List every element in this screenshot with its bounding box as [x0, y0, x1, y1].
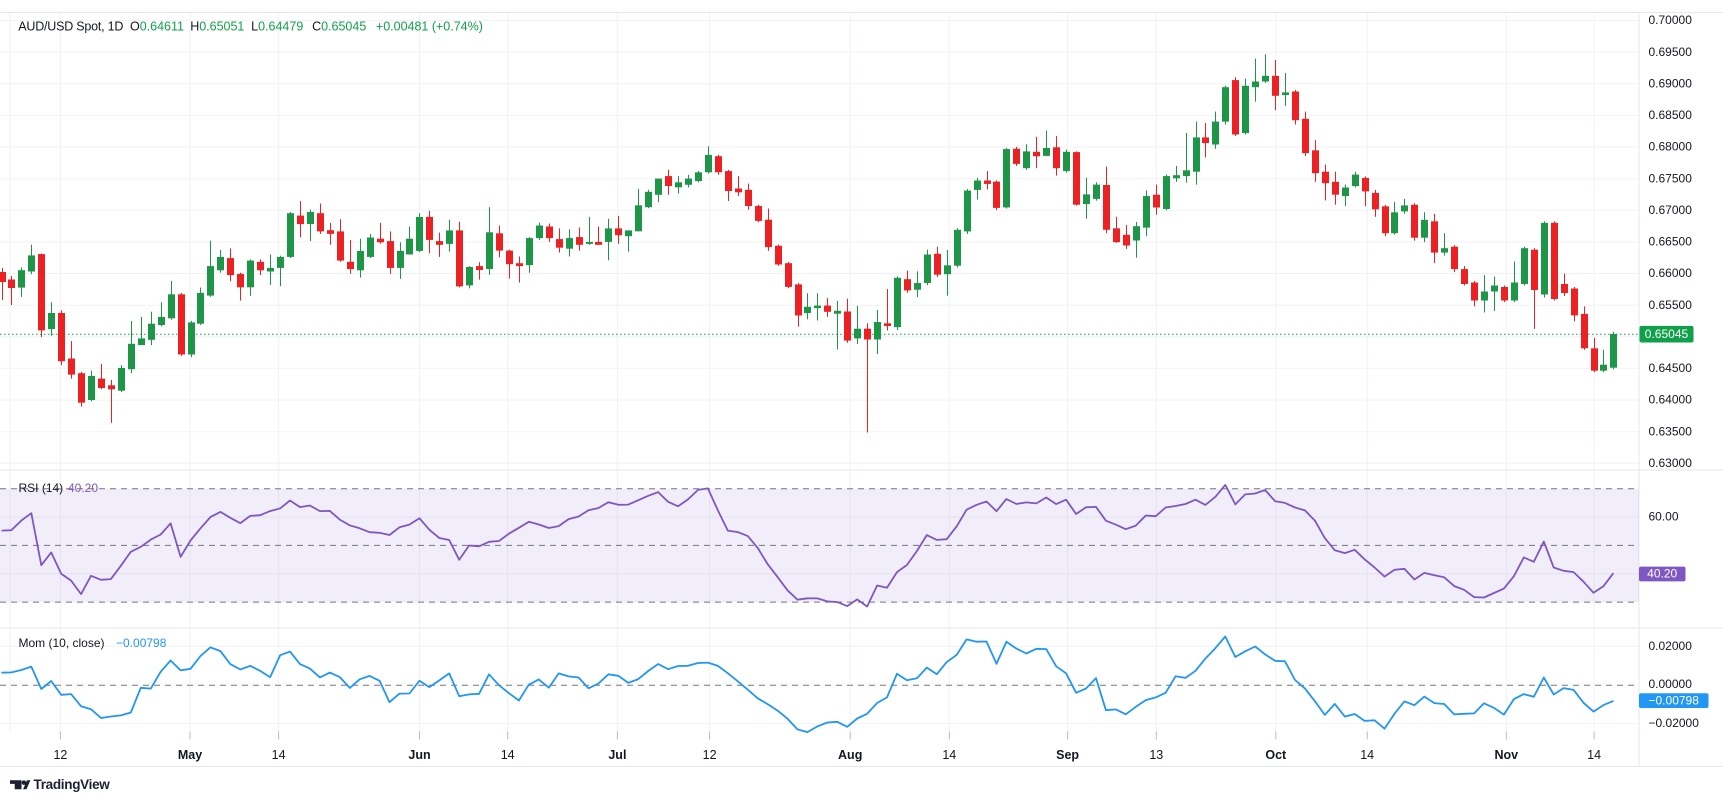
svg-text:Nov: Nov	[1494, 748, 1518, 762]
svg-text:0.68500: 0.68500	[1649, 108, 1693, 122]
svg-text:TradingView: TradingView	[34, 777, 111, 792]
svg-text:14: 14	[942, 748, 956, 762]
svg-text:40.20: 40.20	[1647, 567, 1677, 581]
svg-text:0.02000: 0.02000	[1649, 639, 1693, 653]
svg-text:RSI (14): RSI (14)	[19, 481, 64, 495]
svg-text:−0.00798: −0.00798	[116, 636, 167, 650]
svg-text:Jun: Jun	[408, 748, 430, 762]
svg-text:0.66000: 0.66000	[1649, 266, 1693, 280]
svg-text:L: L	[251, 19, 258, 33]
svg-text:0.64500: 0.64500	[1649, 361, 1693, 375]
svg-text:0.64479: 0.64479	[258, 19, 303, 33]
svg-text:0.65051: 0.65051	[199, 19, 244, 33]
svg-text:0.65500: 0.65500	[1649, 298, 1693, 312]
svg-text:0.67000: 0.67000	[1649, 203, 1693, 217]
svg-text:14: 14	[501, 748, 515, 762]
svg-text:0.64611: 0.64611	[140, 19, 184, 33]
svg-text:May: May	[178, 748, 202, 762]
svg-text:14: 14	[1360, 748, 1374, 762]
svg-text:0.67500: 0.67500	[1649, 171, 1693, 185]
svg-text:60.00: 60.00	[1649, 510, 1679, 524]
svg-text:0.64000: 0.64000	[1649, 393, 1693, 407]
svg-text:12: 12	[53, 748, 67, 762]
svg-text:0.70000: 0.70000	[1649, 13, 1693, 27]
svg-text:40.20: 40.20	[68, 481, 98, 495]
svg-text:−0.02000: −0.02000	[1649, 716, 1700, 730]
svg-text:Sep: Sep	[1056, 748, 1079, 762]
svg-text:0.65045: 0.65045	[321, 19, 366, 33]
svg-text:Oct: Oct	[1265, 748, 1287, 762]
svg-text:0.65045: 0.65045	[1645, 327, 1689, 341]
svg-text:Mom (10, close): Mom (10, close)	[19, 636, 105, 650]
svg-text:0.68000: 0.68000	[1649, 140, 1693, 154]
svg-text:O: O	[130, 19, 140, 33]
svg-text:Aug: Aug	[838, 748, 862, 762]
svg-text:0.00000: 0.00000	[1649, 677, 1693, 691]
svg-text:0.63500: 0.63500	[1649, 424, 1693, 438]
svg-text:0.63000: 0.63000	[1649, 456, 1693, 470]
svg-text:H: H	[190, 19, 199, 33]
svg-text:14: 14	[1587, 748, 1601, 762]
svg-text:C: C	[312, 19, 321, 33]
svg-text:13: 13	[1149, 748, 1163, 762]
svg-text:12: 12	[703, 748, 717, 762]
svg-text:14: 14	[272, 748, 286, 762]
svg-text:0.69500: 0.69500	[1649, 45, 1693, 59]
svg-text:−0.00798: −0.00798	[1649, 693, 1700, 707]
svg-text:AUD/USD Spot, 1D: AUD/USD Spot, 1D	[18, 19, 123, 33]
svg-text:0.66500: 0.66500	[1649, 235, 1693, 249]
svg-text:+0.00481 (+0.74%): +0.00481 (+0.74%)	[376, 19, 483, 33]
svg-text:Jul: Jul	[608, 748, 626, 762]
svg-text:0.69000: 0.69000	[1649, 76, 1693, 90]
